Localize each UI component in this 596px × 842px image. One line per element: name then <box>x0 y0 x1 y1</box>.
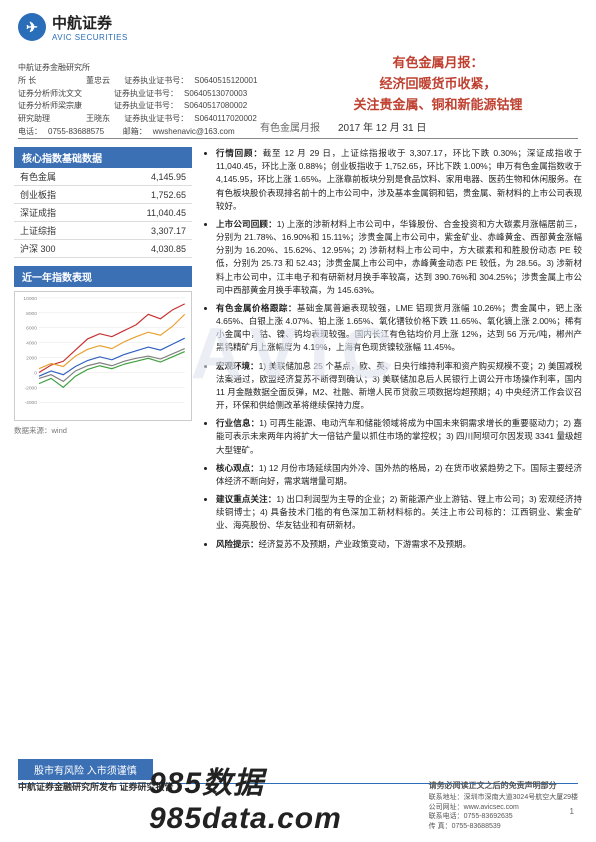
body-text: 行情回顾：截至 12 月 29 日，上证综指报收于 3,307.17，环比下跌 … <box>202 147 582 556</box>
table-row: 有色金属4,145.95 <box>14 168 192 186</box>
svg-text:-2000: -2000 <box>24 385 37 391</box>
bullet-lead: 行业信息： <box>216 418 259 428</box>
svg-text:8000: 8000 <box>26 311 37 317</box>
bullet-text: 1) 美联储加息 25 个基点，欧、英、日央行维持利率和资产购买规模不变；2) … <box>216 361 582 411</box>
category: 有色金属月报 <box>260 119 320 134</box>
bullet-text: 截至 12 月 29 日，上证综指报收于 3,307.17，环比下跌 0.30%… <box>216 148 582 211</box>
bullet-item: 宏观环境：1) 美联储加息 25 个基点，欧、英、日央行维持利率和资产购买规模不… <box>216 360 582 413</box>
svg-text:0: 0 <box>34 370 37 376</box>
big-watermark-number: 985数据 985data.com <box>149 758 447 836</box>
report-date: 2017 年 12 月 31 日 <box>338 119 426 134</box>
bullet-item: 核心观点：1) 12 月份市场延续国内外冷、国外热的格局，2) 在货币收紧趋势之… <box>216 462 582 488</box>
table-row: 深证成指11,040.45 <box>14 204 192 222</box>
index-box-title: 核心指数基础数据 <box>14 147 192 168</box>
table-row: 上证综指3,307.17 <box>14 222 192 240</box>
footer-right: 请务必阅读正文之后的免责声明部分 联系地址：深圳市深南大道3024号航空大厦29… <box>429 780 578 832</box>
dept: 中航证券金融研究所 <box>18 62 268 75</box>
performance-chart: -4000 -2000 0 2000 4000 6000 8000 10000 <box>14 291 192 421</box>
logo-icon: ✈ <box>18 13 46 41</box>
data-source: 数据来源：wind <box>14 425 192 436</box>
subheader: 有色金属月报 2017 年 12 月 31 日 <box>260 119 578 134</box>
risk-warning-bar: 股市有风险 入市须谨慎 <box>18 759 153 780</box>
disclaimer: 请务必阅读正文之后的免责声明部分 <box>429 780 578 791</box>
chart-svg: -4000 -2000 0 2000 4000 6000 8000 10000 <box>15 292 191 420</box>
logo: ✈ 中航证券 AVIC SECURITIES <box>18 12 128 42</box>
bullet-lead: 上市公司回顾： <box>216 219 277 229</box>
table-row: 沪深 3004,030.85 <box>14 240 192 258</box>
svg-text:6000: 6000 <box>26 326 37 332</box>
index-table: 有色金属4,145.95 创业板指1,752.65 深证成指11,040.45 … <box>14 168 192 258</box>
title-line2: 经济回暖货币收紧， <box>280 73 596 92</box>
bullet-lead: 风险提示： <box>216 539 259 549</box>
bullet-item: 建议重点关注：1) 出口利润型为主导的企业；2) 新能源产业上游钴、锂上市公司；… <box>216 493 582 533</box>
svg-text:10000: 10000 <box>23 296 37 302</box>
bullet-item: 上市公司回顾：1) 上涨的涉新材料上市公司中，华锋股份、合金投资和方大碳素月涨幅… <box>216 218 582 297</box>
bullet-item: 风险提示：经济复苏不及预期，产业政策变动，下游需求不及预期。 <box>216 538 582 551</box>
title-line1: 有色金属月报： <box>280 52 596 71</box>
bullet-lead: 行情回顾： <box>216 148 263 158</box>
bullet-text: 1) 12 月份市场延续国内外冷、国外热的格局，2) 在货币收紧趋势之下。国际主… <box>216 463 582 486</box>
bullet-text: 1) 可再生能源、电动汽车和储能领域将成为中国未来铜需求增长的重要驱动力；2) … <box>216 418 582 454</box>
bullet-text: 经济复苏不及预期，产业政策变动，下游需求不及预期。 <box>259 539 472 549</box>
table-row: 创业板指1,752.65 <box>14 186 192 204</box>
bullet-lead: 有色金属价格跟踪： <box>216 303 297 313</box>
chart-box-title: 近一年指数表现 <box>14 266 192 287</box>
bullet-text: 1) 上涨的涉新材料上市公司中，华锋股份、合金投资和方大碳素月涨幅居前三，分别为… <box>216 219 582 295</box>
bullet-item: 有色金属价格跟踪：基础金属普遍表现较强，LME 铝现货月涨幅 10.26%；贵金… <box>216 302 582 355</box>
bullet-lead: 宏观环境： <box>216 361 259 371</box>
svg-text:-4000: -4000 <box>24 400 37 406</box>
bullet-item: 行业信息：1) 可再生能源、电动汽车和储能领域将成为中国未来铜需求增长的重要驱动… <box>216 417 582 457</box>
svg-text:2000: 2000 <box>26 356 37 362</box>
company-name-en: AVIC SECURITIES <box>52 33 128 42</box>
title-line3: 关注贵金属、铜和新能源钴锂 <box>280 94 596 113</box>
page-number: 1 <box>570 807 574 816</box>
svg-text:4000: 4000 <box>26 341 37 347</box>
bullet-lead: 核心观点： <box>216 463 259 473</box>
company-name-cn: 中航证券 <box>52 12 128 33</box>
header: ✈ 中航证券 AVIC SECURITIES <box>0 0 596 48</box>
bullet-lead: 建议重点关注： <box>216 494 276 504</box>
bullet-item: 行情回顾：截至 12 月 29 日，上证综指报收于 3,307.17，环比下跌 … <box>216 147 582 213</box>
analyst-info: 中航证券金融研究所 所 长董忠云 证券执业证书号：S0640515120001 … <box>18 62 268 139</box>
report-title: 有色金属月报： 经济回暖货币收紧， 关注贵金属、铜和新能源钴锂 <box>280 52 596 113</box>
